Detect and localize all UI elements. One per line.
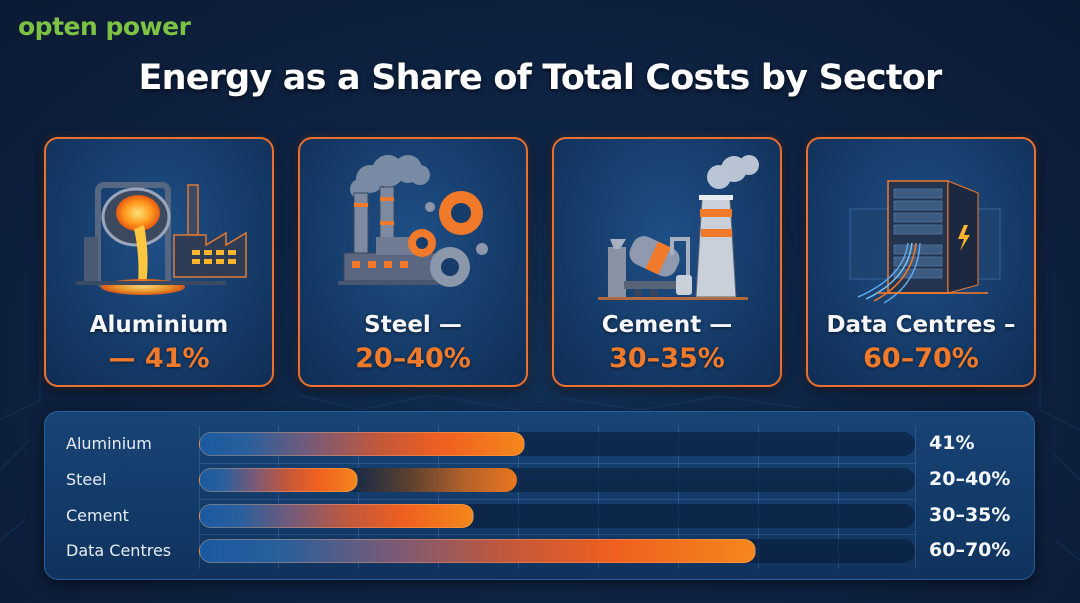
- grid-line: [199, 463, 915, 464]
- brand-name: opten power: [18, 12, 191, 41]
- sector-percentage: 20–40%: [355, 343, 471, 374]
- grid-line: [758, 426, 759, 569]
- sector-card-steel: Steel — 20–40%: [298, 137, 528, 387]
- bar-row-steel: Steel 20–40%: [45, 467, 1034, 493]
- cement-plant-icon: [598, 155, 759, 300]
- molten-metal-ladle-icon: [76, 182, 247, 295]
- bar-fill: [199, 468, 358, 492]
- bar-value: 20–40%: [929, 468, 1011, 490]
- sector-name: Steel —: [364, 312, 462, 338]
- grid-line: [199, 499, 915, 500]
- sector-name: Aluminium: [89, 312, 229, 338]
- grid-line: [199, 534, 915, 535]
- sector-card-aluminium: Aluminium — 41%: [44, 137, 274, 387]
- bar-row-data-centres: Data Centres 60–70%: [45, 538, 1034, 564]
- grid-line: [199, 426, 200, 569]
- grid-line: [278, 426, 279, 569]
- bar-row-aluminium: Aluminium 41%: [45, 431, 1034, 457]
- sector-name: Data Centres –: [826, 312, 1016, 338]
- bar-value: 60–70%: [929, 539, 1011, 561]
- bar-value: 30–35%: [929, 504, 1011, 526]
- bar-label: Cement: [66, 506, 129, 525]
- sector-name: Cement —: [601, 312, 733, 338]
- bar-track: [199, 504, 915, 528]
- bar-track: [199, 432, 915, 456]
- brand-logo: opten power: [18, 12, 191, 41]
- bar-fill: [199, 504, 474, 528]
- grid-line: [358, 426, 359, 569]
- grid-line: [518, 426, 519, 569]
- bar-chart-panel: Aluminium 41% Steel 20–40% Cement 30–35%…: [44, 411, 1035, 580]
- bar-fill: [199, 539, 756, 563]
- bar-track: [199, 468, 915, 492]
- bar-row-cement: Cement 30–35%: [45, 503, 1034, 529]
- bar-label: Steel: [66, 470, 107, 489]
- bar-range-fill: [349, 468, 517, 492]
- grid-line: [915, 426, 916, 569]
- sector-percentage: 30–35%: [609, 343, 725, 374]
- bar-value: 41%: [929, 432, 975, 454]
- sector-card-data-centres: Data Centres – 60–70%: [806, 137, 1036, 387]
- page-title: Energy as a Share of Total Costs by Sect…: [138, 58, 943, 98]
- bar-label: Data Centres: [66, 541, 172, 560]
- factory-gears-icon: [338, 155, 488, 287]
- sector-percentage: — 41%: [108, 343, 210, 374]
- bar-track: [199, 539, 915, 563]
- server-rack-icon: [849, 180, 1001, 304]
- sector-percentage: 60–70%: [863, 343, 979, 374]
- grid-line: [598, 426, 599, 569]
- bar-label: Aluminium: [66, 434, 152, 453]
- sector-card-cement: Cement — 30–35%: [552, 137, 782, 387]
- bar-fill: [199, 432, 525, 456]
- grid-line: [438, 426, 439, 569]
- grid-line: [678, 426, 679, 569]
- grid-line: [838, 426, 839, 569]
